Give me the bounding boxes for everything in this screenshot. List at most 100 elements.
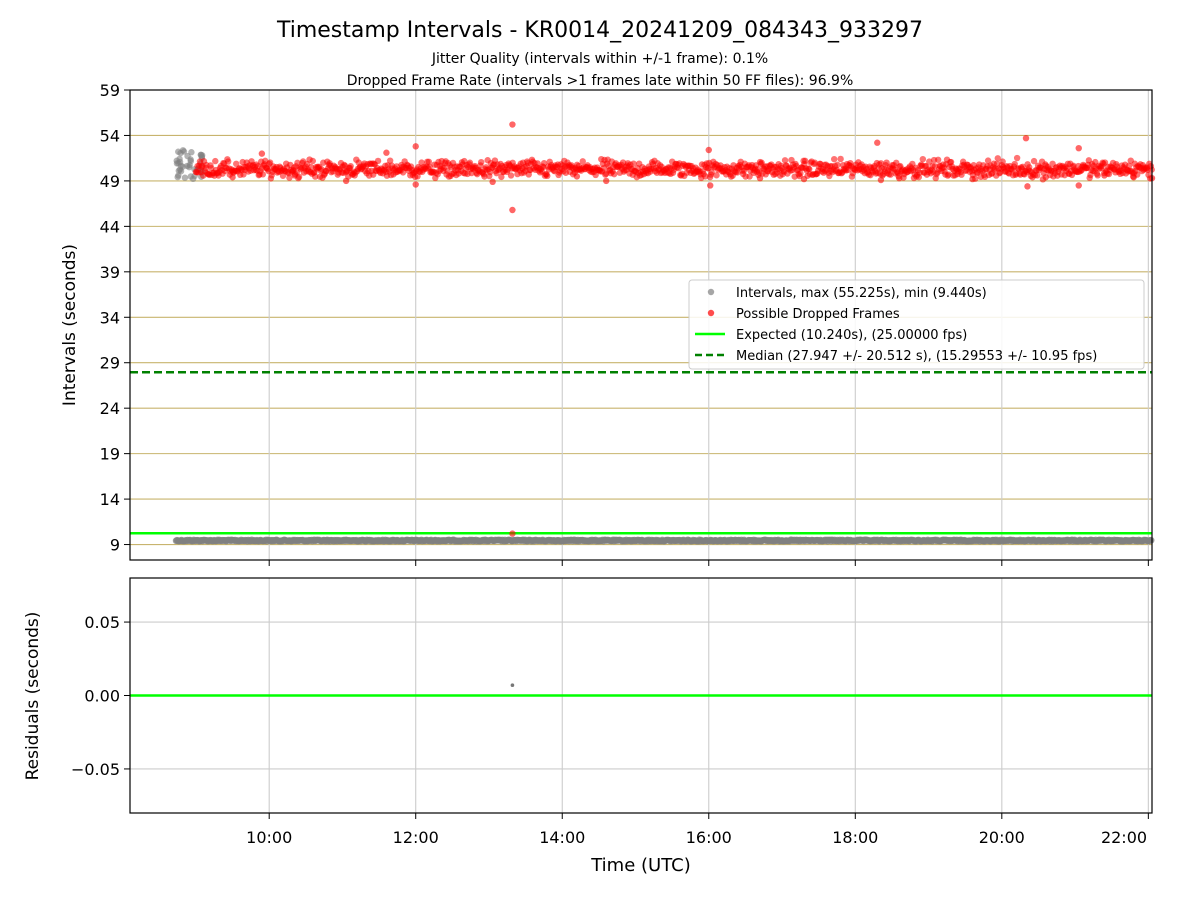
- interval-point: [187, 156, 194, 163]
- intervals-y-tick-label: 49: [100, 172, 120, 191]
- x-tick-label: 10:00: [246, 828, 292, 847]
- dropped-frame-point: [579, 158, 586, 165]
- dropped-frame-point: [610, 170, 618, 178]
- dropped-frame-point: [412, 181, 419, 188]
- interval-point: [176, 158, 184, 166]
- dropped-frame-point: [412, 143, 419, 150]
- dropped-frame-point: [969, 175, 976, 183]
- x-tick-label: 16:00: [686, 828, 732, 847]
- dropped-frame-point: [286, 174, 293, 181]
- dropped-frame-point: [781, 157, 789, 164]
- dropped-frame-point: [707, 182, 714, 189]
- dropped-frame-point: [312, 173, 319, 180]
- x-tick-label: 14:00: [539, 828, 585, 847]
- dropped-frame-point: [1013, 154, 1021, 162]
- residual-point: [510, 683, 515, 688]
- intervals-y-ticks: 9 14 19 24 29 34 39 44 49 54 59: [100, 81, 130, 555]
- dropped-frame-point: [877, 160, 885, 167]
- dropped-frame-point: [573, 173, 581, 180]
- residuals-y-tick-label: 0.05: [84, 613, 120, 632]
- dropped-frame-point: [307, 163, 315, 171]
- legend-label-intervals: Intervals, max (55.225s), min (9.440s): [736, 286, 987, 301]
- dropped-frame-point: [837, 155, 844, 163]
- legend-label-median: Median (27.947 +/- 20.512 s), (15.29553 …: [736, 349, 1097, 364]
- dropped-frame-point: [208, 164, 215, 172]
- dropped-frame-point: [347, 162, 354, 170]
- dropped-frame-point: [478, 158, 485, 166]
- dropped-frame-point: [945, 171, 952, 178]
- dropped-frame-point: [887, 171, 894, 178]
- chart-subtitle-line-2: Dropped Frame Rate (intervals >1 frames …: [347, 73, 854, 89]
- dropped-frame-point: [806, 165, 813, 173]
- dropped-frame-point: [1034, 172, 1041, 179]
- dropped-frame-point: [756, 174, 764, 182]
- dropped-frame-point: [1130, 174, 1137, 181]
- dropped-frame-point: [509, 206, 516, 214]
- dropped-frame-point: [603, 177, 610, 185]
- dropped-frame-point: [592, 171, 599, 179]
- dropped-frame-point: [466, 159, 474, 166]
- dropped-frame-point: [507, 172, 515, 179]
- legend-box: [688, 279, 1145, 370]
- intervals-panel: 9 14 19 24 29 34 39 44 49 54 59 Intervals (seconds…: [60, 81, 1156, 566]
- dropped-frame-point: [877, 176, 885, 184]
- intervals-y-tick-label: 9: [110, 536, 120, 555]
- dropped-frame-point: [212, 157, 219, 165]
- residuals-y-tick-label: −0.05: [71, 760, 120, 779]
- dropped-frame-point: [801, 157, 809, 165]
- dropped-frame-point: [1094, 172, 1101, 179]
- dropped-frame-point: [958, 171, 965, 178]
- dropped-frame-points: [192, 121, 1156, 537]
- x-tick-label: 22:00: [1101, 828, 1147, 847]
- interval-point: [180, 148, 188, 155]
- legend-marker-dropped: [707, 309, 715, 317]
- dropped-frame-point: [426, 163, 433, 171]
- dropped-frame-point: [259, 171, 267, 178]
- legend: Intervals, max (55.225s), min (9.440s) P…: [688, 279, 1145, 370]
- dropped-frame-point: [600, 164, 607, 172]
- intervals-y-tick-label: 14: [100, 490, 120, 509]
- residuals-y-axis-label: Residuals (seconds): [23, 612, 43, 781]
- dropped-frame-point: [309, 157, 316, 165]
- dropped-frame-point: [1024, 183, 1031, 190]
- dropped-frame-point: [1022, 134, 1030, 142]
- residuals-x-ticks: 10:00 12:00 14:00 16:00 18:00 20:00 22:00: [246, 813, 1149, 847]
- intervals-y-tick-label: 39: [100, 263, 120, 282]
- dropped-frame-point: [705, 146, 712, 154]
- dropped-frame-point: [797, 170, 804, 177]
- dropped-frame-point: [489, 178, 496, 186]
- intervals-reference-lines: [130, 371, 1152, 535]
- dropped-frame-point: [1075, 182, 1082, 189]
- dropped-frame-point: [1125, 162, 1133, 169]
- interval-point: [175, 148, 182, 155]
- x-tick-label: 20:00: [979, 828, 1025, 847]
- dropped-frame-point: [883, 159, 890, 166]
- dropped-frame-point: [919, 155, 927, 163]
- dropped-frame-point: [1075, 144, 1082, 152]
- dropped-frame-point: [984, 157, 992, 164]
- legend-marker-intervals: [707, 288, 715, 296]
- dropped-frame-point: [1042, 174, 1049, 181]
- interval-point: [186, 161, 193, 169]
- dropped-frame-point: [811, 159, 819, 166]
- x-tick-label: 12:00: [393, 828, 439, 847]
- dropped-frame-point: [509, 121, 516, 128]
- x-tick-label: 18:00: [832, 828, 878, 847]
- x-axis-label: Time (UTC): [590, 855, 691, 876]
- dropped-frame-point: [425, 158, 433, 165]
- dropped-frame-point: [830, 155, 838, 163]
- dropped-frame-point: [999, 158, 1006, 165]
- intervals-gray-points: [172, 147, 1155, 545]
- intervals-y-tick-label: 59: [100, 81, 120, 100]
- residuals-y-tick-label: 0.00: [84, 687, 120, 706]
- interval-point: [1147, 536, 1155, 544]
- dropped-frame-point: [481, 173, 488, 180]
- dropped-frame-point: [834, 161, 841, 169]
- dropped-frame-point: [258, 150, 266, 157]
- dropped-frame-point: [994, 155, 1001, 162]
- dropped-frame-point: [1030, 157, 1038, 165]
- intervals-y-tick-label: 34: [100, 308, 120, 327]
- chart-subtitle-line-1: Jitter Quality (intervals within +/-1 fr…: [431, 51, 768, 67]
- dropped-frame-point: [734, 169, 741, 176]
